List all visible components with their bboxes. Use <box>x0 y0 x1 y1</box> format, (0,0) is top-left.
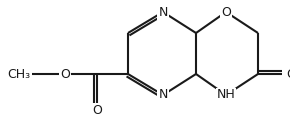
Text: O: O <box>286 67 290 80</box>
Text: O: O <box>221 6 231 18</box>
Text: O: O <box>92 104 102 116</box>
Text: NH: NH <box>217 88 235 102</box>
Text: N: N <box>158 6 168 18</box>
Text: N: N <box>158 88 168 102</box>
Text: O: O <box>60 67 70 80</box>
Text: CH₃: CH₃ <box>7 67 30 80</box>
